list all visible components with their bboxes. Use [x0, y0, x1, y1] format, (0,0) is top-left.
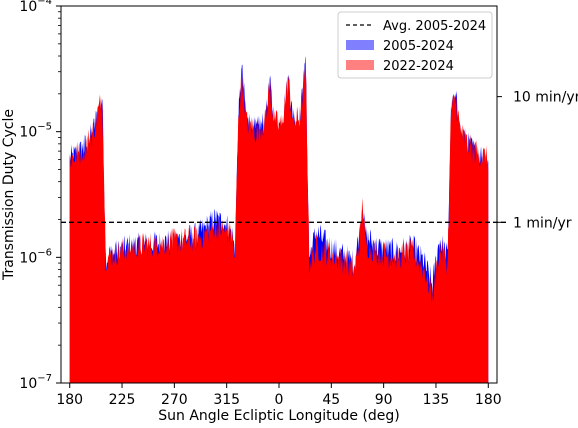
x-tick-label: 135 — [423, 392, 450, 408]
right-tick-label: 10 min/yr — [513, 90, 578, 106]
y-tick-label: 10−6 — [19, 247, 52, 266]
x-tick-label: 225 — [109, 392, 136, 408]
legend-label-avg-2005-2024: Avg. 2005-2024 — [383, 19, 486, 34]
x-tick-label: 90 — [375, 392, 393, 408]
legend-box — [337, 11, 493, 79]
legend-label-2005-2024: 2005-2024 — [383, 39, 454, 54]
x-tick-label: 270 — [161, 392, 188, 408]
y-tick-label: 10−4 — [19, 0, 52, 15]
y-tick-label: 10−5 — [19, 122, 52, 141]
x-tick-label: 180 — [475, 392, 502, 408]
x-tick-label: 0 — [275, 392, 284, 408]
legend-swatch-2005-2024 — [346, 40, 374, 50]
x-tick-label: 45 — [322, 392, 340, 408]
legend-label-2022-2024: 2022-2024 — [383, 59, 454, 74]
series-area-2022-2024 — [69, 56, 489, 383]
legend-swatch-2022-2024 — [346, 60, 374, 70]
plot-area — [61, 56, 507, 384]
legend: Avg. 2005-2024 2005-2024 2022-2024 — [337, 11, 493, 79]
x-tick-label: 180 — [56, 392, 83, 408]
x-tick-label: 315 — [213, 392, 240, 408]
x-axis-label: Sun Angle Ecliptic Longitude (deg) — [158, 408, 400, 424]
y-axis-label: Transmission Duty Cycle — [1, 109, 17, 281]
right-tick-label: 1 min/yr — [513, 215, 572, 231]
y-tick-label: 10−7 — [19, 373, 52, 392]
